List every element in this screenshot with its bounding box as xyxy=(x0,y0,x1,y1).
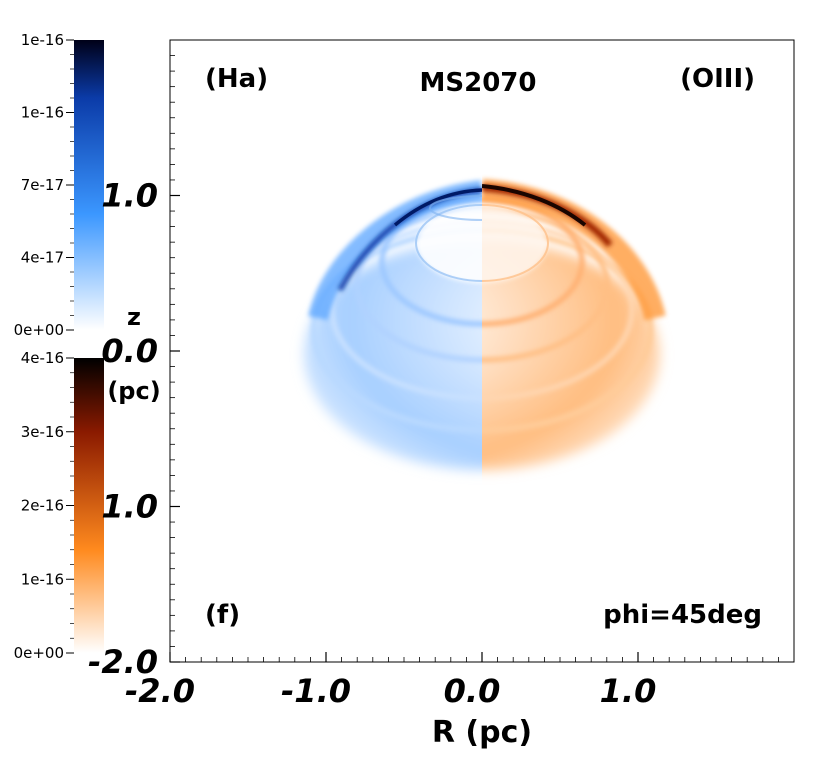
colorbar-1-tick-label-1: 3e-16 xyxy=(21,423,64,441)
y-tick-label-0: 1.0 xyxy=(101,177,158,215)
colorbar-0-tick-label-2: 7e-17 xyxy=(21,176,64,194)
colorbar-1-tick-label-4: 0e+00 xyxy=(14,644,64,662)
colorbar-1-tick-label-3: 1e-16 xyxy=(21,570,64,588)
minor-ticks xyxy=(170,55,779,662)
colorbar-0-tick-label-4: 0e+00 xyxy=(14,321,64,339)
label-ha: (Ha) xyxy=(205,64,268,94)
x-tick-label-0: -2.0 xyxy=(125,672,195,710)
oiii-emission-map xyxy=(482,179,666,470)
colorbar-ha-gradient xyxy=(74,40,104,330)
colorbar-ha: 1e-16 1e-16 7e-17 4e-17 0e+00 xyxy=(14,31,104,339)
y-tick-label-3: -2.0 xyxy=(88,643,158,681)
y-axis: 1.0 0.0 1.0 -2.0 xyxy=(88,177,180,681)
colorbar-oiii-gradient xyxy=(74,358,104,653)
colorbar-1-tick-label-0: 4e-16 xyxy=(21,349,64,367)
x-tick-label-3: 1.0 xyxy=(600,672,657,710)
x-tick-label-2: 0.0 xyxy=(444,672,501,710)
label-oiii: (OIII) xyxy=(680,64,755,94)
y-tick-label-2: 1.0 xyxy=(101,488,158,526)
colorbar-oiii: 4e-16 3e-16 2e-16 1e-16 0e+00 xyxy=(14,349,104,662)
colorbar-0-tick-label-1: 1e-16 xyxy=(21,104,64,122)
colorbar-0-tick-label-3: 4e-17 xyxy=(21,249,64,267)
y-axis-title-unit: (pc) xyxy=(107,377,160,405)
y-tick-label-1: 0.0 xyxy=(101,332,158,370)
x-axis-title: R (pc) xyxy=(432,715,532,750)
x-tick-label-1: -1.0 xyxy=(281,672,351,710)
chart-title: MS2070 xyxy=(420,68,537,98)
angle-label: phi=45deg xyxy=(603,600,762,630)
x-axis: -2.0 -1.0 0.0 1.0 xyxy=(125,652,656,710)
y-axis-title-z: z xyxy=(127,303,141,331)
colorbar-1-tick-label-2: 2e-16 xyxy=(21,497,64,515)
colorbar-0-tick-label-0: 1e-16 xyxy=(21,31,64,49)
panel-id-label: (f) xyxy=(205,600,240,630)
ha-emission-map xyxy=(304,180,482,470)
